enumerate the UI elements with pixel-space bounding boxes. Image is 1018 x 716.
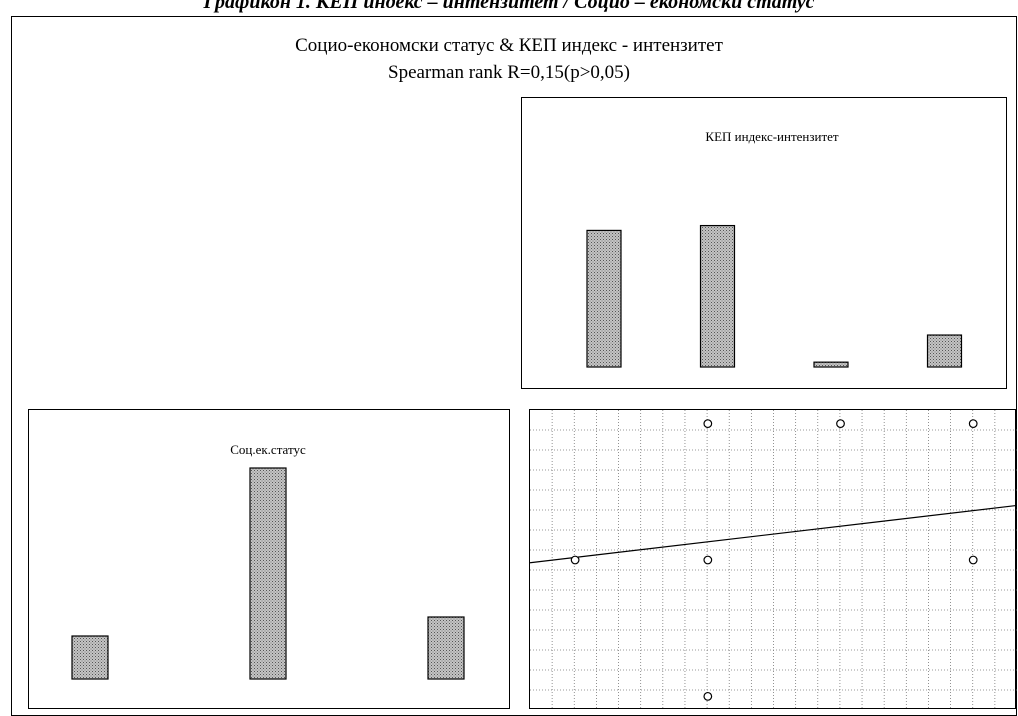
kep-histogram-panel: КЕП индекс-интензитет	[521, 97, 1007, 389]
scatterplot-panel	[529, 409, 1017, 710]
histogram-bar	[427, 616, 465, 680]
scatter-point	[836, 419, 845, 429]
figure-caption: Графикон 1. КЕП индекс – интензитет / Со…	[203, 0, 815, 13]
chart-title: Социо-економски статус & КЕП индекс - ин…	[295, 35, 723, 56]
histogram-bar	[249, 467, 287, 680]
histogram-title: КЕП индекс-интензитет	[705, 129, 839, 144]
status-histogram-panel: Соц.ек.статус	[28, 409, 510, 709]
scatter-point	[703, 555, 713, 565]
regression-line	[530, 504, 1017, 564]
histogram-bar	[71, 635, 109, 680]
histogram-bar	[926, 334, 963, 368]
histogram-title: Соц.ек.статус	[230, 442, 306, 457]
chart-subtitle: Spearman rank R=0,15(p>0,05)	[388, 62, 630, 83]
status-histogram: Соц.ек.статус	[71, 442, 465, 680]
scatter-point	[570, 555, 580, 565]
histogram-bar	[813, 361, 849, 368]
scatter-point	[703, 691, 713, 701]
kep-histogram: КЕП индекс-интензитет	[586, 129, 963, 368]
scatterplot	[530, 410, 1017, 710]
scatter-point	[703, 419, 713, 429]
histogram-bar	[699, 224, 736, 368]
histogram-bar	[586, 229, 622, 368]
scatter-point	[968, 555, 978, 565]
scatter-point	[968, 419, 978, 429]
